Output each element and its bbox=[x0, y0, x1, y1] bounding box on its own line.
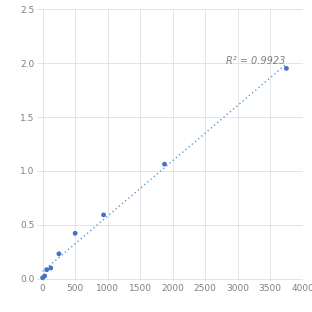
Point bbox=[44, 267, 49, 272]
Point bbox=[42, 273, 47, 278]
Point bbox=[48, 266, 53, 271]
Point bbox=[162, 162, 167, 167]
Point bbox=[40, 275, 45, 280]
Point bbox=[284, 66, 289, 71]
Point bbox=[101, 212, 106, 217]
Text: R² = 0.9923: R² = 0.9923 bbox=[226, 56, 285, 66]
Point bbox=[73, 231, 78, 236]
Point bbox=[56, 251, 61, 256]
